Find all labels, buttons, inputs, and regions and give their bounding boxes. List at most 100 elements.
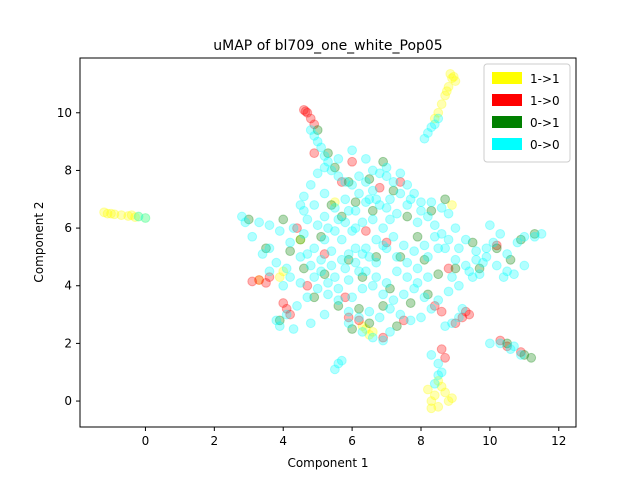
- data-point: [336, 177, 347, 187]
- data-point: [371, 272, 382, 282]
- data-point: [495, 338, 506, 349]
- data-point: [254, 275, 265, 285]
- data-point: [429, 390, 440, 401]
- data-point: [426, 303, 437, 314]
- data-point: [360, 324, 371, 334]
- data-point: [295, 277, 306, 288]
- data-point: [464, 266, 475, 277]
- data-point: [491, 243, 502, 254]
- data-point: [395, 309, 406, 320]
- data-point: [433, 113, 444, 124]
- data-point: [474, 269, 485, 280]
- data-point: [295, 200, 306, 210]
- data-point: [126, 210, 137, 221]
- data-point: [367, 165, 378, 176]
- data-point: [360, 243, 371, 254]
- data-point: [285, 246, 296, 257]
- data-point: [354, 303, 364, 314]
- x-tick-label: 0: [142, 434, 150, 448]
- data-point: [347, 226, 358, 236]
- data-point: [433, 269, 444, 280]
- data-point: [340, 194, 351, 205]
- data-point: [484, 220, 495, 231]
- data-point: [429, 231, 440, 242]
- data-point: [436, 228, 447, 239]
- data-point: [388, 231, 399, 242]
- data-point: [336, 234, 347, 245]
- data-point: [285, 272, 296, 282]
- data-point: [440, 352, 451, 363]
- data-point: [300, 106, 311, 117]
- data-point: [457, 312, 468, 323]
- data-point: [357, 249, 368, 259]
- data-point: [426, 197, 437, 208]
- plot-frame: [79, 57, 577, 428]
- data-point: [440, 243, 451, 254]
- data-point: [364, 252, 375, 262]
- data-point: [257, 249, 268, 259]
- data-point: [385, 303, 395, 314]
- data-point: [316, 254, 327, 265]
- data-point: [116, 210, 127, 221]
- x-tick-label: 12: [551, 434, 566, 448]
- data-point: [357, 217, 368, 228]
- data-point: [529, 231, 540, 242]
- data-point: [381, 277, 392, 288]
- data-point: [374, 168, 385, 179]
- legend-swatch: [492, 72, 522, 84]
- data-point: [402, 211, 413, 222]
- data-point: [457, 303, 468, 314]
- data-point: [378, 332, 389, 343]
- data-point: [247, 276, 258, 287]
- data-point: [453, 243, 464, 254]
- data-point: [347, 179, 358, 190]
- data-point: [536, 228, 547, 239]
- legend-frame: [483, 63, 571, 163]
- y-tick-label: 10: [57, 106, 72, 120]
- data-point: [371, 252, 382, 262]
- data-point: [412, 217, 423, 228]
- data-point: [343, 249, 354, 259]
- data-point: [467, 272, 478, 282]
- data-point: [343, 177, 354, 187]
- data-point: [360, 177, 371, 187]
- data-point: [385, 214, 395, 225]
- data-point: [354, 171, 364, 182]
- data-point: [106, 208, 116, 219]
- data-point: [395, 188, 406, 199]
- data-point: [398, 289, 409, 300]
- data-point: [378, 240, 389, 251]
- data-point: [312, 136, 323, 147]
- data-point: [443, 81, 454, 92]
- data-point: [323, 277, 333, 288]
- x-tick-label: 4: [279, 434, 287, 448]
- data-point: [329, 272, 340, 282]
- data-point: [109, 209, 120, 220]
- series-2: [243, 125, 540, 363]
- data-point: [409, 246, 420, 257]
- data-point: [436, 344, 447, 355]
- data-point: [422, 384, 433, 395]
- data-point: [447, 73, 457, 84]
- data-point: [302, 214, 313, 225]
- data-point: [236, 211, 247, 222]
- data-point: [326, 246, 337, 257]
- data-point: [426, 403, 437, 414]
- data-point: [274, 315, 285, 326]
- data-point: [316, 231, 327, 242]
- data-point: [264, 220, 275, 231]
- data-point: [398, 315, 409, 326]
- x-tick-label: 2: [211, 434, 219, 448]
- data-point: [388, 295, 399, 306]
- data-point: [364, 329, 375, 340]
- data-point: [416, 197, 426, 208]
- data-point: [378, 301, 389, 311]
- y-tick-label: 2: [64, 336, 72, 350]
- data-point: [285, 237, 296, 248]
- data-point: [440, 194, 451, 205]
- data-point: [409, 283, 420, 294]
- data-point: [440, 90, 451, 101]
- data-point: [450, 263, 461, 274]
- data-point: [429, 220, 440, 231]
